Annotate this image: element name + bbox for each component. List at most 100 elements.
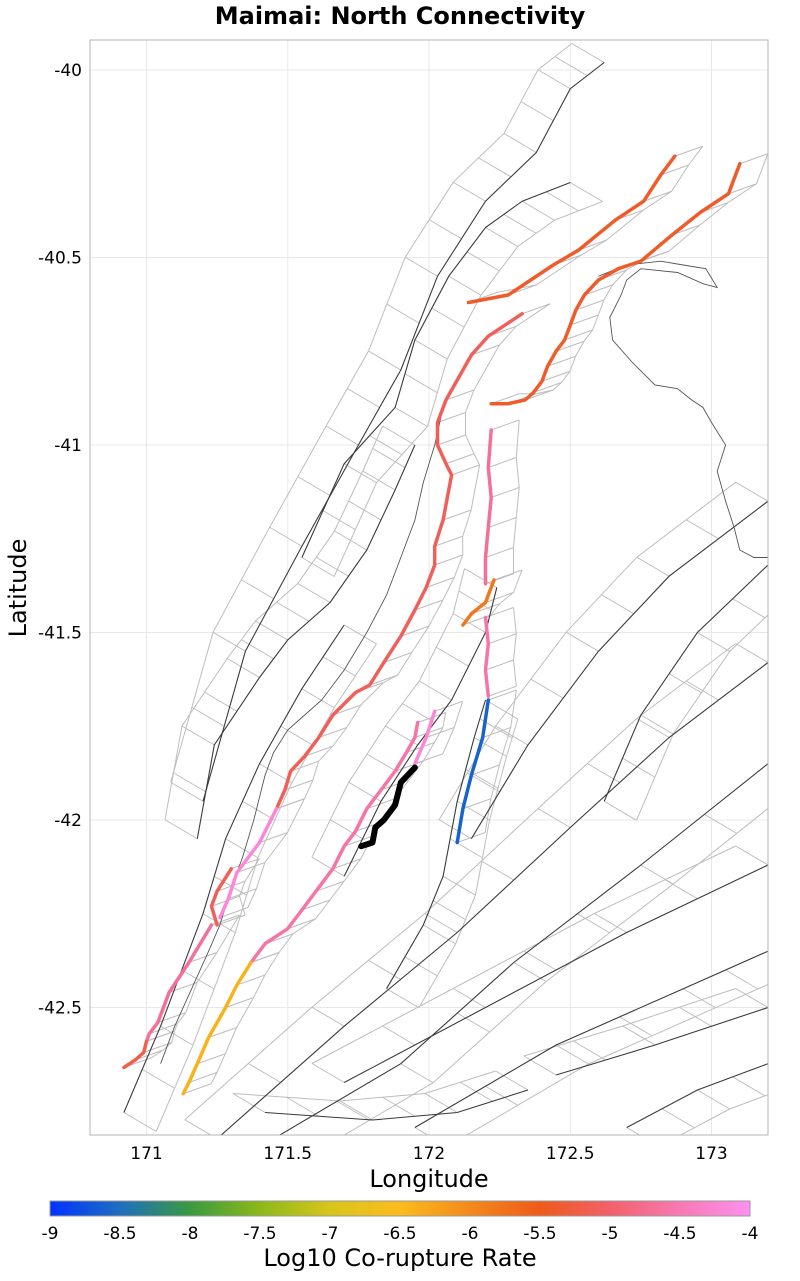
subsection-divider [488,685,517,697]
rupture-segment [209,866,234,927]
subsection-divider [594,913,628,933]
subsection-edge [512,607,517,687]
colorbar-tick-label: -8.5 [103,1224,136,1244]
subsection-edge [164,425,384,820]
subsection-divider [603,800,637,821]
subsection-divider [601,594,635,615]
subsection-divider [173,772,207,793]
subsection-divider [564,329,593,341]
subsection-divider [135,1049,164,1061]
subsection-divider [485,547,514,558]
subsection-divider [204,691,238,712]
fault-trace [626,1063,768,1128]
subsection-edge [490,569,523,616]
subsection-divider [362,470,396,491]
subsection-divider [434,554,463,566]
subsection-divider [297,583,331,603]
subsection-divider [276,601,310,622]
subsection-divider [571,43,605,63]
subsection-divider [437,412,466,423]
subsection-divider [241,639,274,660]
subsection-divider [181,969,215,990]
subsection-divider [202,913,236,934]
subsection-divider [488,689,517,701]
subsection-divider [318,727,347,738]
subsection-divider [735,845,768,866]
subsection-divider [142,1068,175,1089]
subsection-divider [493,569,523,581]
subsection-divider [428,219,462,240]
subsection-divider [530,678,564,699]
subsection-divider [311,1063,345,1083]
subsection-divider [334,530,368,551]
subsection-divider [488,633,517,645]
subsection-divider [636,556,670,577]
x-tick-label: 172 [413,1144,445,1164]
fault-trace [386,699,487,989]
y-tick-label: -40 [54,61,82,81]
subsection-divider [191,706,225,727]
x-tick-label: 171.5 [263,1144,312,1164]
rupture-segment [413,709,437,766]
subsection-divider [386,988,420,1009]
rupture-segment [218,806,279,920]
subsection-divider [622,757,656,778]
subsection-divider [242,800,276,821]
rupture-segment [122,1039,149,1070]
subsection-divider [697,1089,730,1110]
subsection-divider [208,1027,237,1038]
subsection-divider [471,344,500,356]
subsection-divider [332,858,362,870]
subsection-divider [485,1085,519,1106]
subsection-divider [276,798,305,810]
subsection-divider [448,275,482,296]
subsection-edge [304,303,551,799]
subsection-divider [584,284,613,296]
colorbar-tick-label: -4.5 [663,1224,696,1244]
rupture-segment [455,698,491,845]
fault-trace [123,624,345,1113]
subsection-divider [442,509,472,521]
subsection-divider [348,500,382,521]
subsection-divider [228,888,257,900]
subsection-divider [575,299,605,311]
subsection-divider [473,737,507,757]
subsection-divider [735,643,768,663]
y-tick-label: -42 [54,811,82,831]
colorbar-tick-label: -9 [42,1224,59,1244]
rupture-segment [249,720,420,965]
subsection-divider [123,1112,157,1132]
subsection-divider [369,674,398,686]
subsection-divider [330,819,363,840]
subsection-divider [495,1070,529,1091]
subsection-edge [442,701,464,754]
rupture-segment [483,428,493,586]
subsection-divider [660,164,689,176]
subsection-divider [452,181,486,202]
fault-trace [202,62,605,802]
subsection-divider [248,1063,281,1083]
subsection-divider [286,1096,320,1117]
subsection-divider [269,526,303,547]
subsection-divider [541,370,571,382]
subsection-divider [232,1093,266,1113]
colorbar-tick-label: -4 [742,1224,759,1244]
subsection-divider [404,373,438,394]
subsection-divider [767,763,768,765]
fault-trace [603,564,768,802]
subsection-edge [238,858,260,916]
subsection-divider [725,969,759,990]
subsection-divider [259,832,288,843]
subsection-divider [336,1100,370,1121]
subsection-divider [414,599,444,611]
subsection-divider [414,753,444,765]
subsection-divider [466,251,500,272]
subsection-divider [301,899,331,911]
subsection-divider [674,145,703,157]
subsection-divider [587,763,620,783]
subsection-divider [488,457,517,468]
fault-trace [470,500,768,839]
subsection-edge [232,1070,496,1102]
colorbar-tick-label: -5 [602,1224,619,1244]
subsection-divider [402,703,435,723]
